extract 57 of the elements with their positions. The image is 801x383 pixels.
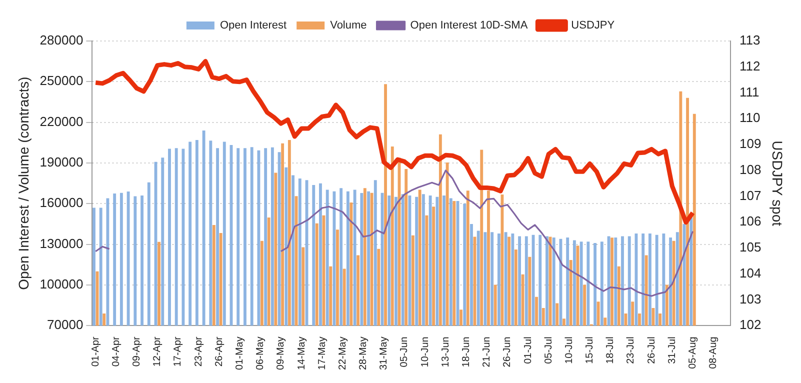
legend-label: Open Interest bbox=[220, 20, 287, 32]
y2-tick-label: 102 bbox=[740, 317, 762, 332]
legend-label: Open Interest 10D-SMA bbox=[410, 20, 528, 32]
legend-label: Volume bbox=[330, 20, 367, 32]
legend-label: USDJPY bbox=[571, 20, 616, 32]
x-tick-label: 15-Jul bbox=[584, 336, 596, 364]
x-tick-label: 12-Apr bbox=[152, 336, 164, 367]
x-tick-label: 17-May bbox=[316, 336, 328, 370]
y2-tick-label: 106 bbox=[740, 214, 762, 229]
y2-tick-label: 110 bbox=[740, 110, 760, 126]
y-tick-label: 70000 bbox=[47, 317, 84, 332]
y-tick-label: 220000 bbox=[40, 114, 84, 129]
x-tick-label: 22-May bbox=[337, 336, 348, 370]
y2-tick-label: 108 bbox=[740, 162, 762, 177]
y-tick-label: 190000 bbox=[40, 154, 84, 170]
x-tick-label: 18-Jun bbox=[461, 336, 472, 368]
x-tick-label: 31-May bbox=[378, 336, 390, 370]
x-tick-label: 10-Jun bbox=[420, 336, 431, 368]
x-tick-label: 21-Jun bbox=[482, 336, 493, 368]
x-tick-label: 26-Apr bbox=[214, 336, 225, 367]
y2-tick-label: 112 bbox=[740, 58, 760, 74]
y2-axis-title: USDJPY spot bbox=[770, 140, 786, 226]
x-tick-label: 18-Jul bbox=[605, 336, 616, 364]
y-tick-label: 130000 bbox=[40, 236, 84, 251]
x-tick-label: 13-Jun bbox=[440, 336, 452, 368]
x-tick-label: 06-May bbox=[255, 336, 266, 370]
y-tick-label: 160000 bbox=[40, 195, 84, 210]
y-axis-title: Open Interest / Volume (contracts) bbox=[15, 76, 32, 290]
x-tick-label: 14-May bbox=[296, 336, 308, 370]
y-tick-label: 280000 bbox=[40, 32, 84, 48]
y2-tick-label: 105 bbox=[740, 240, 762, 255]
x-tick-label: 05-Aug bbox=[688, 336, 699, 369]
x-tick-label: 26-Jun bbox=[502, 336, 514, 368]
y2-tick-label: 111 bbox=[740, 84, 760, 100]
y2-tick-label: 113 bbox=[740, 32, 760, 48]
x-tick-label: 09-Apr bbox=[132, 336, 143, 367]
x-tick-label: 05-Jun bbox=[399, 336, 410, 368]
x-tick-label: 01-May bbox=[234, 336, 246, 370]
x-tick-label: 17-Apr bbox=[172, 336, 184, 367]
x-tick-label: 08-Aug bbox=[708, 336, 720, 369]
x-tick-label: 31-Jul bbox=[666, 336, 678, 364]
x-tick-label: 23-Apr bbox=[193, 336, 204, 367]
y-tick-label: 250000 bbox=[40, 73, 84, 88]
x-tick-label: 26-Jul bbox=[646, 336, 658, 364]
x-tick-label: 01-Jul bbox=[522, 336, 534, 364]
y2-tick-label: 103 bbox=[740, 291, 762, 306]
y2-tick-label: 104 bbox=[740, 265, 762, 280]
x-tick-label: 10-Jul bbox=[564, 336, 575, 364]
y2-tick-label: 107 bbox=[740, 188, 762, 203]
x-tick-label: 01-Apr bbox=[90, 336, 102, 367]
x-tick-label: 05-Jul bbox=[543, 336, 554, 364]
y2-tick-label: 109 bbox=[740, 136, 762, 152]
x-tick-label: 23-Jul bbox=[626, 336, 637, 364]
x-tick-label: 04-Apr bbox=[110, 336, 122, 367]
x-tick-label: 28-May bbox=[358, 336, 370, 370]
x-tick-label: 09-May bbox=[276, 336, 287, 370]
y-tick-label: 100000 bbox=[40, 276, 84, 292]
